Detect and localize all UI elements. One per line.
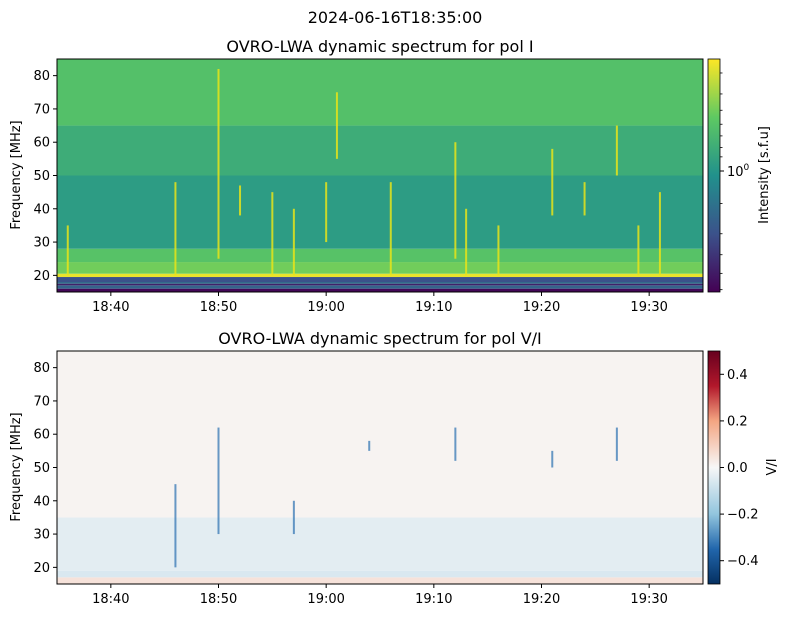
radio-burst: [658, 192, 661, 276]
y-tick-label: 40: [33, 494, 50, 509]
spectrum-band: [57, 570, 703, 578]
spectrum-band: [57, 517, 703, 571]
x-axis: 18:40 18:50 19:00 19:10 19:20 19:30: [92, 292, 668, 315]
y-tick-label: 70: [33, 102, 50, 117]
radio-burst: [551, 450, 554, 468]
panel-pol-vi: OVRO-LWA dynamic spectrum for pol V/I 20…: [9, 329, 780, 607]
y-axis: 20 30 40 50 60 70 80: [33, 361, 57, 576]
radio-burst: [368, 440, 371, 451]
radio-burst: [615, 427, 618, 461]
radio-burst: [271, 192, 274, 276]
y-tick-label: 70: [33, 394, 50, 409]
radio-burst: [465, 208, 468, 276]
x-tick-label: 19:30: [630, 592, 667, 607]
x-tick-label: 19:00: [307, 300, 344, 315]
colorbar-tick-exponent: 0: [744, 163, 750, 173]
radio-burst: [551, 148, 554, 216]
spectrum-band: [57, 59, 703, 126]
colorbar-tick-label: 0.0: [727, 461, 748, 476]
x-tick-label: 18:50: [200, 300, 237, 315]
radio-burst: [66, 225, 69, 276]
x-tick-label: 18:40: [92, 300, 129, 315]
spectrum-band: [57, 175, 703, 249]
panel-pol-i: OVRO-LWA dynamic spectrum for pol I 20 30…: [9, 37, 772, 315]
colorbar-label: Intensity [s.f.u]: [757, 126, 772, 224]
y-tick-label: 50: [33, 461, 50, 476]
colorbar-gradient: [707, 58, 721, 293]
radio-burst: [389, 182, 392, 276]
spectrum-band: [57, 577, 703, 584]
colorbar-ticks: 0.4 0.2 0.0 −0.2 −0.4: [720, 368, 759, 569]
colorbar: 100 Intensity [s.f.u]: [707, 58, 772, 293]
radio-burst: [292, 500, 295, 535]
y-tick-label: 80: [33, 69, 50, 84]
x-tick-label: 19:30: [630, 300, 667, 315]
spectrum-band: [57, 273, 703, 278]
x-tick-label: 19:10: [415, 592, 452, 607]
x-tick-label: 19:10: [415, 300, 452, 315]
panel-title: OVRO-LWA dynamic spectrum for pol V/I: [218, 329, 542, 348]
figure-suptitle: 2024-06-16T18:35:00: [308, 8, 483, 27]
spectrum-band: [57, 125, 703, 176]
colorbar-tick-label: 100: [727, 163, 750, 180]
colorbar-label: V/I: [765, 458, 780, 475]
x-tick-label: 19:20: [523, 300, 560, 315]
y-axis: 20 30 40 50 60 70 80: [33, 69, 57, 284]
y-axis-label: Frequency [MHz]: [9, 120, 24, 229]
radio-burst: [497, 225, 500, 276]
x-tick-label: 19:20: [523, 592, 560, 607]
colorbar-tick-label: −0.4: [727, 554, 759, 569]
spectrum-band: [57, 277, 703, 283]
heatmap-area: [57, 59, 703, 292]
radio-burst: [335, 92, 338, 159]
y-tick-label: 20: [33, 561, 50, 576]
y-tick-label: 40: [33, 202, 50, 217]
colorbar-tick-label: 0.4: [727, 368, 748, 383]
spectrum-band: [57, 288, 703, 292]
panel-title: OVRO-LWA dynamic spectrum for pol I: [226, 37, 533, 56]
spectrum-band: [57, 283, 703, 286]
y-tick-label: 60: [33, 428, 50, 443]
colorbar-tick-label: 0.2: [727, 414, 748, 429]
y-tick-label: 20: [33, 269, 50, 284]
x-tick-label: 18:50: [200, 592, 237, 607]
radio-burst: [583, 182, 586, 216]
colorbar-gradient: [707, 350, 721, 585]
radio-burst: [615, 125, 618, 176]
spectrum-band: [57, 248, 703, 263]
spectrum-band: [57, 282, 703, 284]
y-tick-label: 60: [33, 136, 50, 151]
radio-burst: [239, 185, 242, 216]
colorbar-ticks: 100: [720, 72, 750, 291]
radio-burst: [637, 225, 640, 276]
heatmap-area: [57, 351, 703, 584]
spectrum-band: [57, 262, 703, 274]
radio-burst: [174, 484, 177, 568]
radio-burst: [217, 427, 220, 535]
y-tick-label: 50: [33, 169, 50, 184]
y-tick-label: 30: [33, 528, 50, 543]
y-axis-label: Frequency [MHz]: [9, 412, 24, 521]
radio-burst: [174, 182, 177, 276]
colorbar: 0.4 0.2 0.0 −0.2 −0.4 V/I: [707, 350, 780, 585]
y-tick-label: 80: [33, 361, 50, 376]
radio-burst: [292, 208, 295, 276]
radio-burst: [454, 427, 457, 461]
spectrum-band: [57, 285, 703, 289]
x-tick-label: 19:00: [307, 592, 344, 607]
x-tick-label: 18:40: [92, 592, 129, 607]
colorbar-tick-label: −0.2: [727, 508, 759, 523]
x-axis: 18:40 18:50 19:00 19:10 19:20 19:30: [92, 584, 668, 607]
spectrum-band: [57, 351, 703, 518]
radio-burst: [454, 142, 457, 259]
radio-burst: [325, 182, 328, 243]
y-tick-label: 30: [33, 236, 50, 251]
radio-burst: [217, 68, 220, 259]
